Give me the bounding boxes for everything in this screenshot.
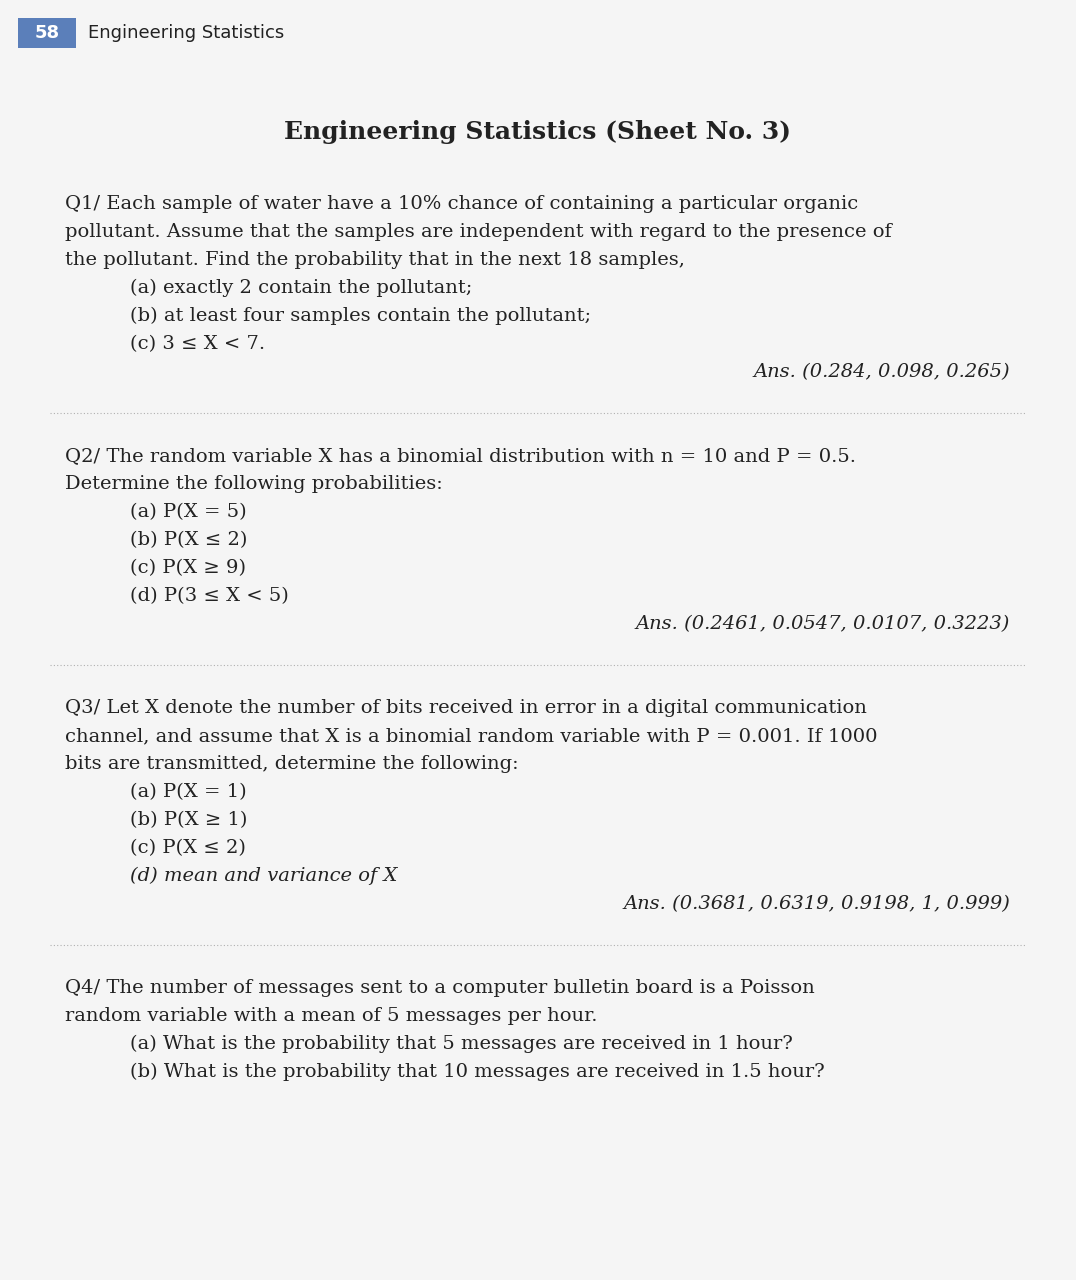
Text: (d) mean and variance of X: (d) mean and variance of X bbox=[105, 867, 397, 886]
Text: 58: 58 bbox=[34, 24, 59, 42]
Text: Ans. (0.3681, 0.6319, 0.9198, 1, 0.999): Ans. (0.3681, 0.6319, 0.9198, 1, 0.999) bbox=[623, 895, 1010, 913]
Text: pollutant. Assume that the samples are independent with regard to the presence o: pollutant. Assume that the samples are i… bbox=[65, 223, 892, 241]
Text: Q4/ The number of messages sent to a computer bulletin board is a Poisson: Q4/ The number of messages sent to a com… bbox=[65, 979, 815, 997]
Text: (a) What is the probability that 5 messages are received in 1 hour?: (a) What is the probability that 5 messa… bbox=[105, 1036, 793, 1053]
Text: channel, and assume that X is a binomial random variable with P = 0.001. If 1000: channel, and assume that X is a binomial… bbox=[65, 727, 878, 745]
Text: (c) P(X ≤ 2): (c) P(X ≤ 2) bbox=[105, 838, 246, 858]
Text: (b) P(X ≤ 2): (b) P(X ≤ 2) bbox=[105, 531, 247, 549]
Text: Q3/ Let X denote the number of bits received in error in a digital communication: Q3/ Let X denote the number of bits rece… bbox=[65, 699, 867, 717]
Text: (b) What is the probability that 10 messages are received in 1.5 hour?: (b) What is the probability that 10 mess… bbox=[105, 1062, 824, 1082]
Text: (d) P(3 ≤ X < 5): (d) P(3 ≤ X < 5) bbox=[105, 588, 288, 605]
Text: (a) P(X = 1): (a) P(X = 1) bbox=[105, 783, 246, 801]
Text: Q2/ The random variable X has a binomial distribution with n = 10 and P = 0.5.: Q2/ The random variable X has a binomial… bbox=[65, 447, 856, 465]
Text: (b) at least four samples contain the pollutant;: (b) at least four samples contain the po… bbox=[105, 307, 591, 325]
Text: Ans. (0.284, 0.098, 0.265): Ans. (0.284, 0.098, 0.265) bbox=[753, 364, 1010, 381]
Text: Determine the following probabilities:: Determine the following probabilities: bbox=[65, 475, 442, 493]
Text: Ans. (0.2461, 0.0547, 0.0107, 0.3223): Ans. (0.2461, 0.0547, 0.0107, 0.3223) bbox=[636, 614, 1010, 634]
Text: bits are transmitted, determine the following:: bits are transmitted, determine the foll… bbox=[65, 755, 519, 773]
Text: (b) P(X ≥ 1): (b) P(X ≥ 1) bbox=[105, 812, 247, 829]
Text: Engineering Statistics: Engineering Statistics bbox=[88, 24, 284, 42]
Text: Engineering Statistics (Sheet No. 3): Engineering Statistics (Sheet No. 3) bbox=[284, 120, 792, 143]
Text: (a) exactly 2 contain the pollutant;: (a) exactly 2 contain the pollutant; bbox=[105, 279, 472, 297]
Text: (c) P(X ≥ 9): (c) P(X ≥ 9) bbox=[105, 559, 246, 577]
Text: random variable with a mean of 5 messages per hour.: random variable with a mean of 5 message… bbox=[65, 1007, 597, 1025]
Text: the pollutant. Find the probability that in the next 18 samples,: the pollutant. Find the probability that… bbox=[65, 251, 685, 269]
Text: (a) P(X = 5): (a) P(X = 5) bbox=[105, 503, 246, 521]
FancyBboxPatch shape bbox=[18, 18, 76, 47]
Text: (c) 3 ≤ X < 7.: (c) 3 ≤ X < 7. bbox=[105, 335, 265, 353]
Text: Q1/ Each sample of water have a 10% chance of containing a particular organic: Q1/ Each sample of water have a 10% chan… bbox=[65, 195, 859, 212]
